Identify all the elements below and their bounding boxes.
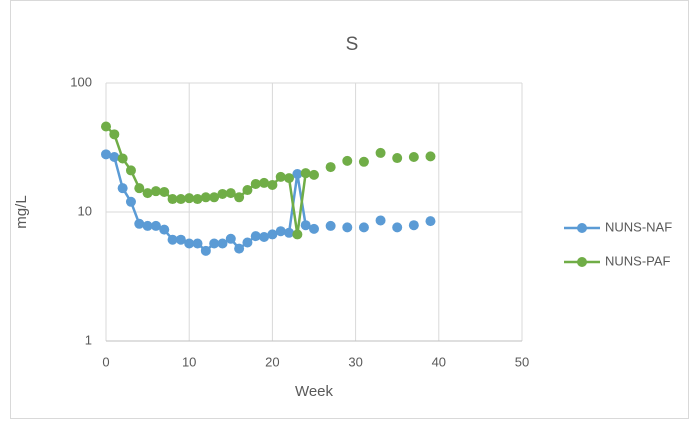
data-point xyxy=(150,186,161,197)
data-point xyxy=(159,224,170,235)
data-point xyxy=(101,121,111,132)
data-point xyxy=(209,192,220,203)
data-point xyxy=(342,222,353,233)
data-point xyxy=(358,222,369,233)
data-point xyxy=(300,168,311,179)
legend-marker xyxy=(577,257,587,267)
x-tick-label: 20 xyxy=(265,354,279,369)
data-point xyxy=(275,171,286,182)
data-point xyxy=(342,155,353,166)
data-point xyxy=(225,233,236,244)
data-point xyxy=(125,196,136,207)
data-point xyxy=(292,169,303,180)
y-axis-label: mg/L xyxy=(13,195,30,228)
data-point xyxy=(109,151,120,162)
data-point xyxy=(209,238,220,249)
data-point xyxy=(234,192,245,203)
data-point xyxy=(217,238,228,249)
data-point xyxy=(117,183,128,194)
data-point xyxy=(425,216,436,227)
data-point xyxy=(242,237,253,248)
data-point xyxy=(200,192,211,203)
data-point xyxy=(117,153,128,164)
data-point xyxy=(101,149,111,160)
data-point xyxy=(259,177,270,188)
data-point xyxy=(375,215,386,226)
data-point xyxy=(159,186,170,197)
data-point xyxy=(259,232,270,243)
data-point xyxy=(292,229,303,240)
chart-title: S xyxy=(346,34,359,55)
data-point xyxy=(392,222,403,233)
data-point xyxy=(358,156,369,167)
data-point xyxy=(309,169,319,180)
legend-label: NUNS-NAF xyxy=(605,219,672,234)
data-point xyxy=(200,245,211,256)
data-point xyxy=(392,153,403,164)
data-point xyxy=(284,173,295,184)
data-point xyxy=(150,220,161,231)
x-tick-label: 0 xyxy=(102,354,109,369)
data-point xyxy=(284,227,295,238)
data-point xyxy=(109,129,120,140)
data-point xyxy=(142,220,153,231)
data-point xyxy=(134,218,145,229)
data-point xyxy=(225,188,236,199)
data-point xyxy=(275,226,286,237)
data-point xyxy=(142,188,153,199)
data-point xyxy=(234,243,245,254)
x-axis-label: Week xyxy=(295,383,334,400)
data-point xyxy=(267,179,278,190)
data-point xyxy=(167,234,178,245)
data-point xyxy=(425,151,436,162)
data-point xyxy=(217,188,228,199)
data-point xyxy=(375,147,386,158)
data-point xyxy=(184,193,195,204)
data-point xyxy=(325,220,336,231)
data-point xyxy=(408,151,419,162)
data-point xyxy=(134,183,145,194)
data-point xyxy=(192,194,203,205)
data-point xyxy=(325,162,336,173)
data-point xyxy=(175,194,186,205)
legend-label: NUNS-PAF xyxy=(605,253,671,268)
data-point xyxy=(184,238,195,249)
data-point xyxy=(125,165,136,176)
data-point xyxy=(242,185,253,196)
chart-border xyxy=(10,0,689,419)
data-point xyxy=(267,229,278,240)
data-point xyxy=(300,220,311,231)
y-tick-label: 10 xyxy=(78,203,92,218)
legend-marker xyxy=(577,223,587,233)
data-point xyxy=(408,220,419,231)
data-point xyxy=(250,231,261,242)
x-tick-label: 10 xyxy=(182,354,196,369)
x-tick-label: 50 xyxy=(515,354,529,369)
data-point xyxy=(250,178,261,189)
data-point xyxy=(175,234,186,245)
x-tick-label: 40 xyxy=(432,354,446,369)
data-point xyxy=(167,194,178,205)
data-point xyxy=(192,238,203,249)
y-tick-label: 100 xyxy=(70,74,92,89)
y-tick-label: 1 xyxy=(85,332,92,347)
x-tick-label: 30 xyxy=(348,354,362,369)
data-point xyxy=(309,223,319,234)
